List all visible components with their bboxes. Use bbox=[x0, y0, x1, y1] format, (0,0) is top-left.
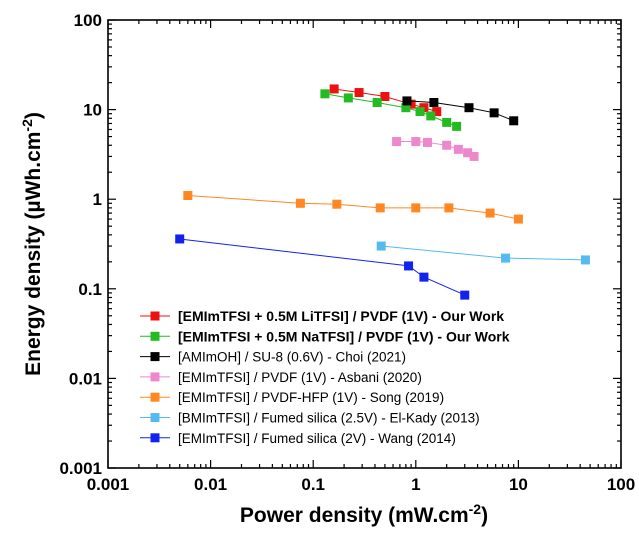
data-point bbox=[411, 137, 421, 147]
legend-marker bbox=[150, 433, 160, 443]
series-line bbox=[187, 195, 519, 220]
data-point bbox=[376, 241, 386, 251]
series-2 bbox=[402, 96, 519, 126]
data-point bbox=[453, 144, 463, 154]
data-point bbox=[295, 198, 305, 208]
series-4 bbox=[183, 190, 523, 224]
data-point bbox=[444, 203, 454, 213]
legend-entry: [EMImTFSI + 0.5M NaTFSI] / PVDF (1V) - O… bbox=[140, 328, 510, 344]
legend-marker bbox=[150, 331, 160, 341]
legend-marker bbox=[150, 352, 160, 362]
data-point bbox=[175, 234, 185, 244]
x-tick-label: 0.01 bbox=[194, 475, 227, 494]
x-tick-label: 100 bbox=[607, 475, 635, 494]
series-line bbox=[179, 238, 466, 296]
legend-marker bbox=[150, 413, 160, 422]
y-axis-title: Energy density (µWh.cm-2) bbox=[19, 112, 45, 376]
series-3 bbox=[392, 137, 479, 161]
series-1 bbox=[320, 89, 462, 131]
data-point bbox=[320, 89, 330, 99]
data-point bbox=[513, 214, 523, 224]
data-point bbox=[489, 108, 499, 118]
data-point bbox=[429, 98, 439, 108]
x-tick-label: 0.1 bbox=[301, 475, 325, 494]
legend-marker bbox=[150, 392, 160, 402]
data-point bbox=[411, 203, 421, 213]
data-point bbox=[401, 103, 411, 113]
legend-label: [EMImTFSI] / Fumed silica (2V) - Wang (2… bbox=[178, 431, 456, 446]
data-point bbox=[463, 148, 473, 158]
legend-label: [BMImTFSI] / Fumed silica (2.5V) - El-Ka… bbox=[178, 411, 480, 426]
axis-ticks bbox=[107, 19, 622, 469]
legend-entry: [BMImTFSI] / Fumed silica (2.5V) - El-Ka… bbox=[140, 411, 480, 426]
data-point bbox=[329, 84, 339, 94]
series-6 bbox=[175, 234, 470, 300]
data-point bbox=[343, 93, 353, 103]
legend-entry: [EMImTFSI] / PVDF-HFP (1V) - Song (2019) bbox=[140, 390, 444, 405]
data-point bbox=[419, 272, 429, 282]
data-point bbox=[501, 253, 511, 263]
legend-entry: [EMImTFSI + 0.5M LiTFSI] / PVDF (1V) - O… bbox=[140, 308, 504, 324]
data-point bbox=[354, 88, 364, 98]
data-point bbox=[183, 190, 193, 200]
data-point bbox=[469, 151, 479, 161]
data-point bbox=[372, 98, 382, 108]
legend-label: [AMImOH] / SU-8 (0.6V) - Choi (2021) bbox=[178, 350, 406, 365]
data-point bbox=[415, 107, 425, 117]
data-point bbox=[404, 261, 414, 271]
data-point bbox=[432, 107, 442, 117]
data-point bbox=[464, 103, 474, 113]
data-point bbox=[380, 92, 390, 102]
data-point bbox=[460, 290, 470, 300]
y-tick-label: 0.1 bbox=[78, 280, 102, 299]
x-tick-label: 1 bbox=[411, 475, 420, 494]
data-point bbox=[485, 208, 495, 218]
x-tick-label: 0.001 bbox=[87, 475, 130, 494]
data-point bbox=[442, 117, 452, 127]
y-tick-label: 0.01 bbox=[69, 369, 102, 388]
y-tick-label: 0.001 bbox=[59, 459, 102, 478]
series-layer bbox=[175, 84, 590, 300]
axis-tick-labels: 0.001 0.01 0.1 1 10 100 0.001 0.01 0.1 1 10 100 bbox=[59, 11, 635, 494]
y-tick-label: 10 bbox=[83, 101, 102, 120]
series-5 bbox=[376, 241, 590, 265]
legend-label: [EMImTFSI] / PVDF (1V) - Asbani (2020) bbox=[178, 370, 422, 385]
plot-area bbox=[107, 19, 622, 469]
data-point bbox=[509, 116, 519, 126]
legend-marker bbox=[150, 372, 160, 382]
data-point bbox=[442, 140, 452, 150]
y-tick-label: 100 bbox=[74, 11, 102, 30]
legend-entry: [EMImTFSI] / PVDF (1V) - Asbani (2020) bbox=[140, 370, 422, 385]
data-point bbox=[580, 255, 590, 265]
legend-label: [EMImTFSI + 0.5M LiTFSI] / PVDF (1V) - O… bbox=[178, 308, 504, 324]
data-point bbox=[452, 121, 462, 131]
x-axis-title: Power density (mW.cm-2) bbox=[240, 501, 488, 527]
legend-entry: [EMImTFSI] / Fumed silica (2V) - Wang (2… bbox=[140, 431, 456, 446]
data-point bbox=[332, 199, 342, 209]
legend-entry: [AMImOH] / SU-8 (0.6V) - Choi (2021) bbox=[140, 350, 406, 365]
data-point bbox=[402, 96, 412, 106]
y-tick-label: 1 bbox=[93, 190, 102, 209]
data-point bbox=[422, 137, 432, 147]
legend: [EMImTFSI + 0.5M LiTFSI] / PVDF (1V) - O… bbox=[140, 308, 510, 446]
x-tick-label: 10 bbox=[509, 475, 528, 494]
data-point bbox=[375, 203, 385, 213]
legend-marker bbox=[150, 311, 160, 321]
data-point bbox=[392, 137, 402, 147]
legend-label: [EMImTFSI + 0.5M NaTFSI] / PVDF (1V) - O… bbox=[178, 328, 510, 344]
legend-label: [EMImTFSI] / PVDF-HFP (1V) - Song (2019) bbox=[178, 390, 444, 405]
data-point bbox=[426, 111, 436, 121]
